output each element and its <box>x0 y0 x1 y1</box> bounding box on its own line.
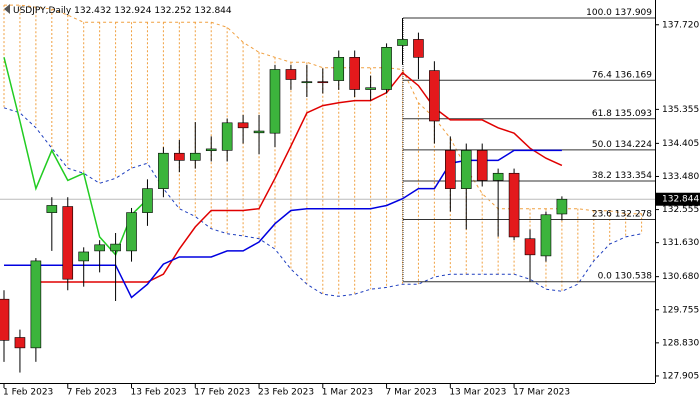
candle-body <box>110 243 121 252</box>
current-price-box <box>656 192 700 206</box>
symbol: USDJPY,Daily <box>13 6 72 16</box>
y-tick-label: 133.480 <box>662 172 699 182</box>
fib-label: 76.4 136.169 <box>592 70 652 80</box>
candle-body <box>285 69 297 80</box>
candle-body <box>78 251 89 262</box>
x-tick-label: 7 Feb 2023 <box>67 388 117 398</box>
x-tick-label: 13 Mar 2023 <box>449 388 506 398</box>
candle-body <box>540 214 552 257</box>
candle-body <box>126 212 137 252</box>
indicator-line <box>3 57 149 257</box>
candle-body <box>349 57 360 90</box>
candle-body <box>413 39 424 58</box>
y-tick-label: 130.680 <box>662 272 699 282</box>
candle-body <box>460 150 472 189</box>
candle-body <box>365 87 376 90</box>
candle-body <box>476 150 488 181</box>
candle-body <box>429 70 440 122</box>
candle-body <box>269 69 281 134</box>
candle-body <box>189 152 201 161</box>
header-low: 132.252 <box>154 6 191 16</box>
candle-body <box>445 150 456 189</box>
fib-ratio: 61.8 <box>592 108 612 118</box>
fib-label: 50.0 134.224 <box>592 139 652 149</box>
x-tick-label: 23 Feb 2023 <box>258 388 314 398</box>
candle-body <box>333 57 345 81</box>
candle-body <box>556 198 568 215</box>
fib-price: 132.278 <box>615 209 652 219</box>
y-tick-label: 127.905 <box>662 371 699 381</box>
candle-body <box>253 130 265 134</box>
y-tick-label: 131.630 <box>662 238 699 248</box>
candle-body <box>317 81 329 84</box>
candle-body <box>301 81 313 84</box>
candle-body <box>142 188 153 213</box>
candle-body <box>30 260 42 349</box>
y-tick-label: 132.555 <box>662 205 699 215</box>
header-close: 132.844 <box>194 6 231 16</box>
fib-price: 134.224 <box>615 139 652 149</box>
fib-ratio: 50.0 <box>592 139 612 149</box>
current-price-label: 132.844 <box>662 195 699 205</box>
candle-body <box>62 206 74 280</box>
candle-body <box>492 172 504 181</box>
candle-body <box>524 238 536 256</box>
candle-body <box>397 39 408 46</box>
x-tick-label: 17 Feb 2023 <box>194 388 250 398</box>
y-tick-label: 129.755 <box>662 305 699 315</box>
fib-price: 130.538 <box>615 271 652 281</box>
header-open: 132.432 <box>74 6 111 16</box>
candle-body <box>46 205 58 213</box>
candle-body <box>158 152 169 189</box>
fib-price: 136.169 <box>615 70 652 80</box>
fib-label: 100.0 137.909 <box>586 7 652 17</box>
fib-price: 137.909 <box>615 7 652 17</box>
candle-body <box>94 244 105 252</box>
x-tick-label: 1 Mar 2023 <box>322 388 373 398</box>
fib-ratio: 38.2 <box>592 170 612 180</box>
fib-price: 133.354 <box>615 170 652 180</box>
fib-label: 23.6 132.278 <box>592 209 652 219</box>
candle-body <box>0 298 10 341</box>
cloud-span-a <box>4 4 642 215</box>
candle-body <box>381 47 392 90</box>
fib-ratio: 0.0 <box>598 271 613 281</box>
x-tick-label: 1 Feb 2023 <box>3 388 53 398</box>
candle-body <box>14 337 26 349</box>
fib-ratio: 100.0 <box>586 7 612 17</box>
header: USDJPY,Daily 132.432 132.924 132.252 132… <box>13 6 232 16</box>
x-tick-label: 13 Feb 2023 <box>131 388 187 398</box>
y-tick-label: 134.405 <box>662 139 699 149</box>
candle-body <box>205 148 217 152</box>
fib-label: 0.0 130.538 <box>598 271 653 281</box>
x-tick-label: 7 Mar 2023 <box>386 388 437 398</box>
fib-price: 135.093 <box>615 108 652 118</box>
plot-area <box>0 4 655 373</box>
y-tick-label: 137.720 <box>662 20 699 30</box>
candle-body <box>237 122 249 129</box>
candle-body <box>221 122 233 151</box>
symbol-icon <box>4 4 10 14</box>
fib-ratio: 23.6 <box>592 209 612 219</box>
fib-label: 61.8 135.093 <box>592 108 652 118</box>
fib-ratio: 76.4 <box>592 70 612 80</box>
candle-body <box>508 172 520 238</box>
candle-body <box>174 152 185 161</box>
y-tick-label: 135.355 <box>662 105 699 115</box>
y-tick-label: 128.830 <box>662 338 699 348</box>
fib-label: 38.2 133.354 <box>592 170 652 180</box>
x-tick-label: 17 Mar 2023 <box>513 388 570 398</box>
header-high: 132.924 <box>114 6 151 16</box>
